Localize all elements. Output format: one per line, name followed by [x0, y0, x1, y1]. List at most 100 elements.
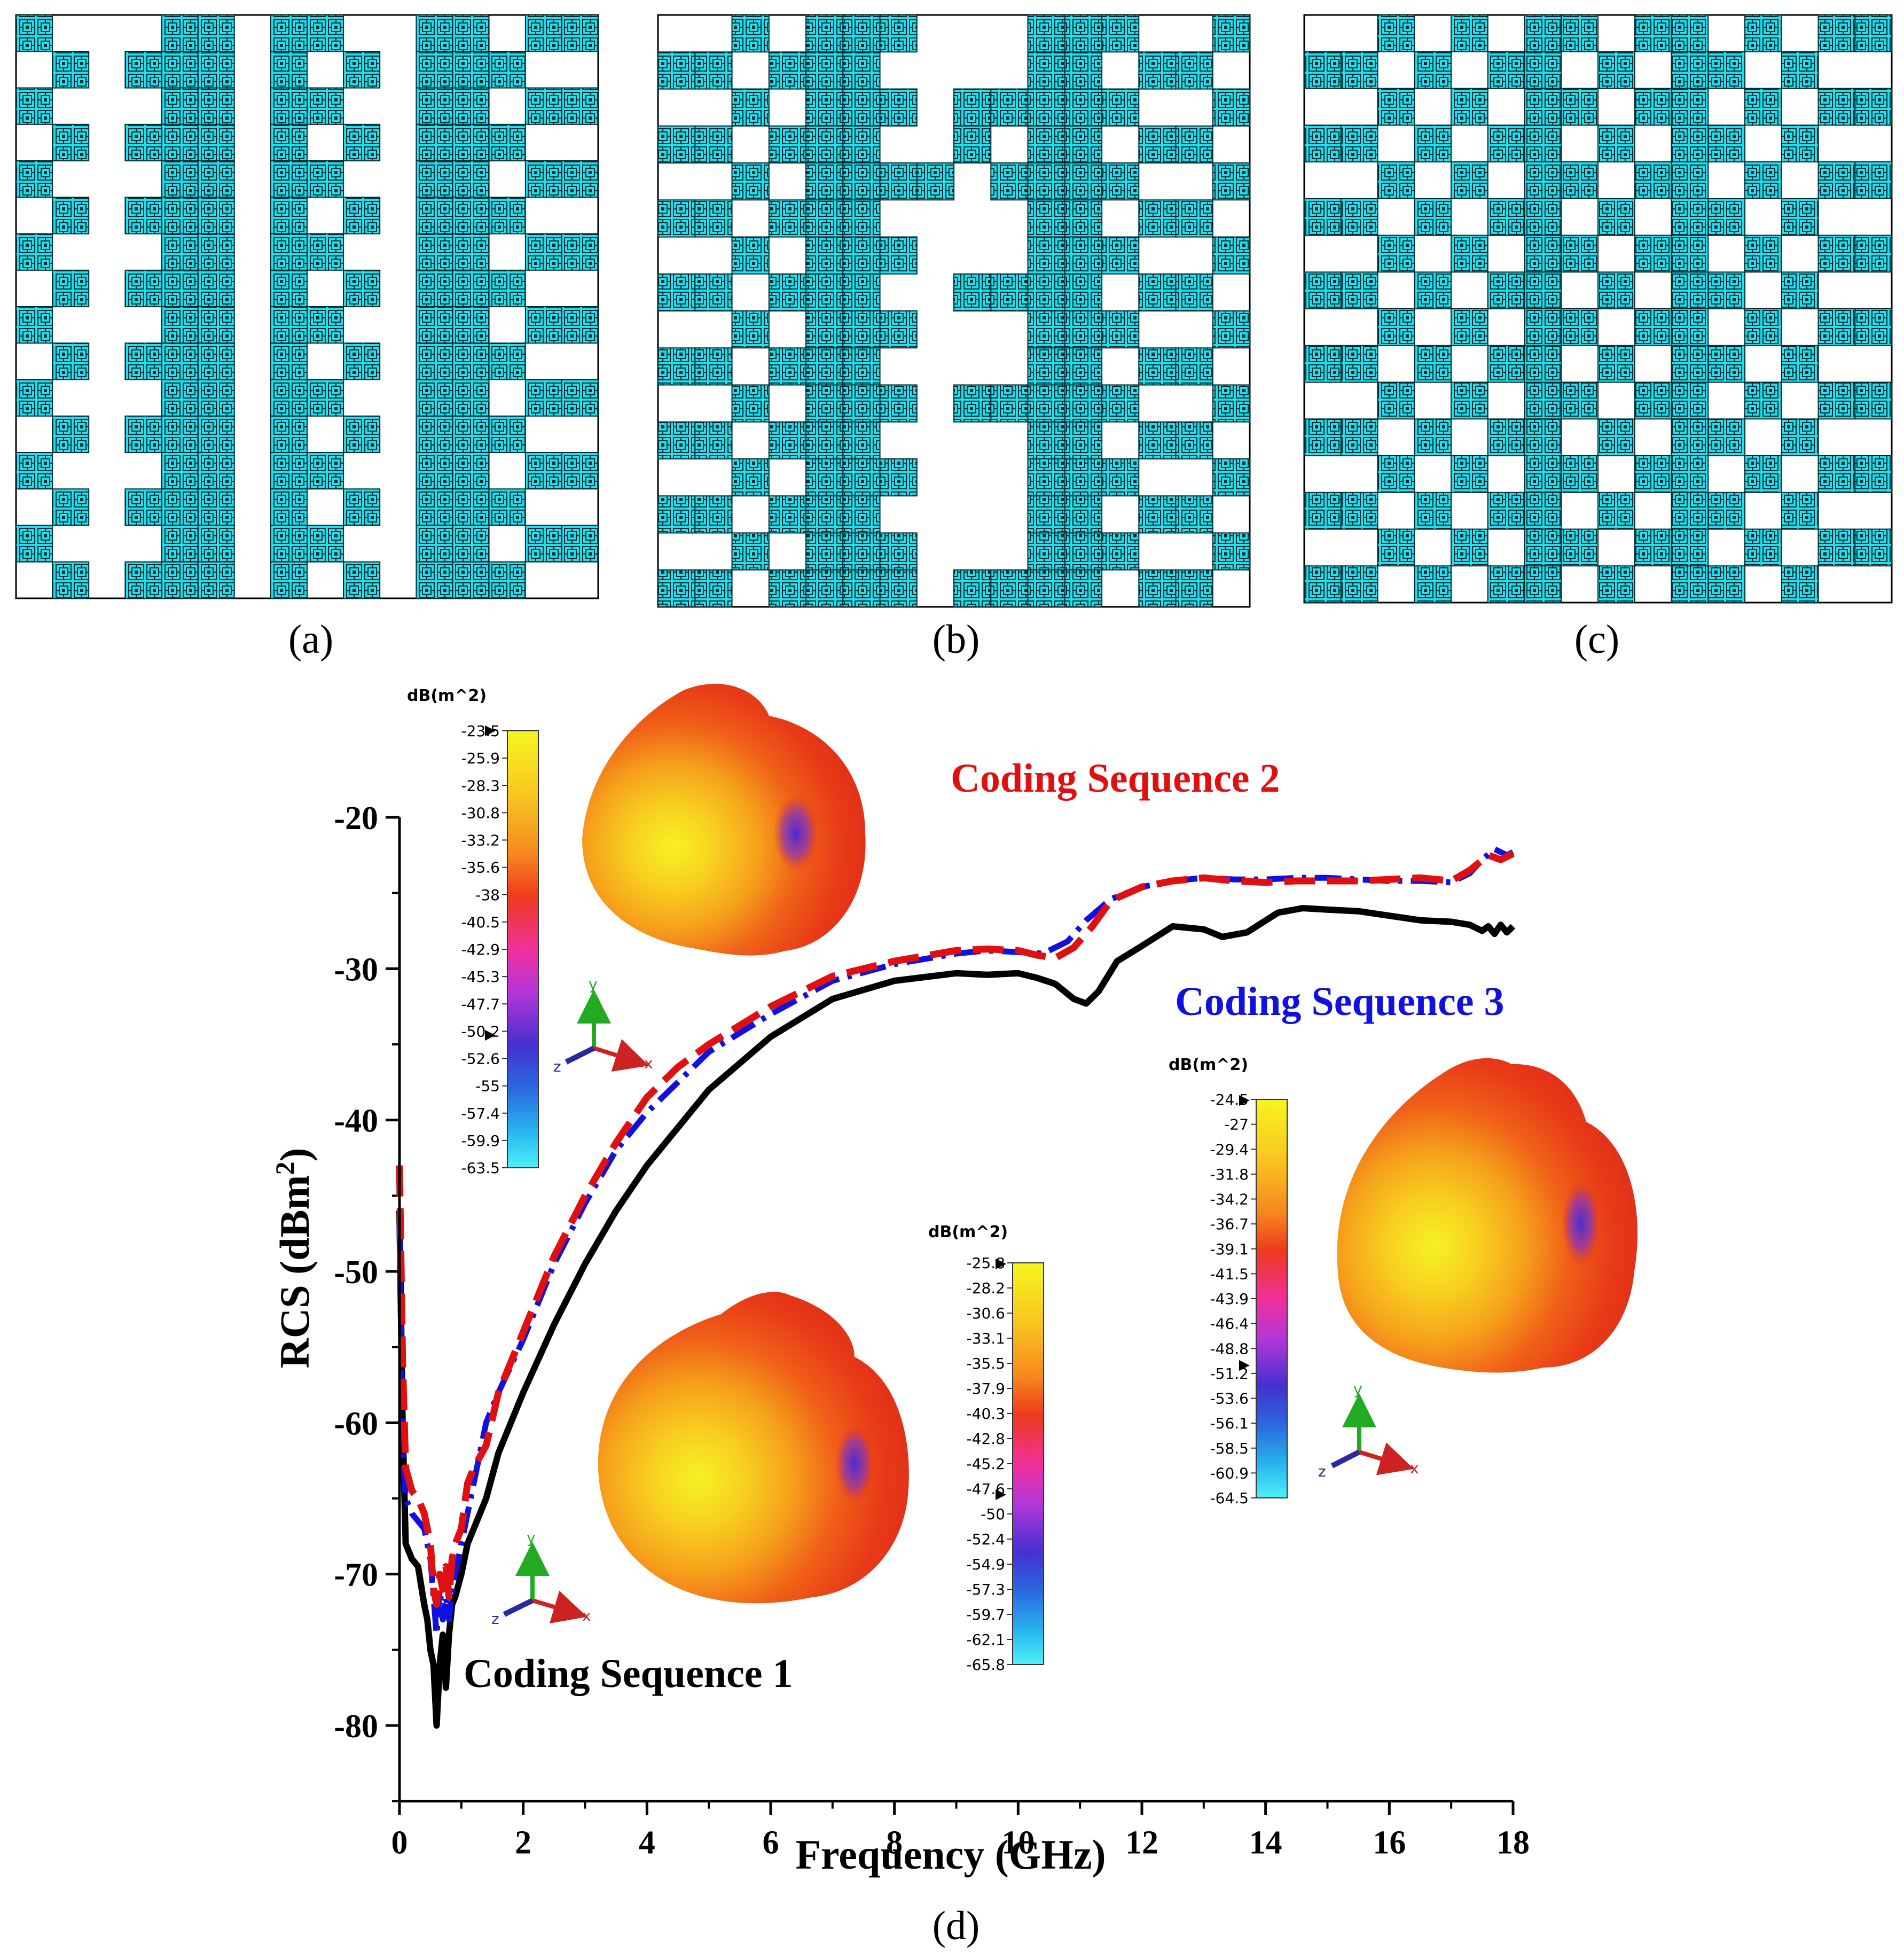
meta-cell-4-15 [561, 160, 599, 198]
colorbar-tick-label: -36.7 [1210, 1215, 1249, 1233]
meta-cell-12-7 [270, 452, 308, 490]
panel-c-metasurface [1303, 14, 1893, 604]
colorbar-tick-label: -42.9 [461, 941, 500, 958]
meta-cell-5-14 [1175, 199, 1213, 238]
meta-cell-6-5 [842, 236, 881, 275]
meta-cell-9-1 [1340, 345, 1378, 383]
meta-cell-9-8 [1597, 345, 1635, 383]
meta-cell-6-10 [1671, 235, 1709, 273]
annotation-coding-sequence-2: Coding Sequence 2 [951, 756, 1280, 801]
meta-cell-4-7 [916, 162, 955, 201]
meta-cell-11-9 [343, 415, 381, 454]
meta-cell-2-9 [1634, 88, 1672, 126]
meta-cell-9-1 [694, 347, 733, 386]
meta-cell-2-8 [953, 88, 992, 127]
meta-cell-2-7 [1561, 88, 1599, 126]
meta-cell-14-6 [879, 532, 918, 571]
meta-cell-14-5 [842, 532, 881, 571]
meta-cell-1-5 [197, 51, 235, 89]
meta-cell-6-4 [1451, 235, 1488, 273]
meta-cell-5-5 [842, 199, 881, 238]
meta-cell-10-4 [805, 384, 844, 423]
meta-cell-6-11 [1064, 236, 1103, 275]
meta-cell-2-9 [990, 88, 1029, 127]
y-tick-label: -60 [334, 1405, 378, 1442]
meta-cell-6-11 [416, 233, 453, 271]
meta-cell-13-14 [1175, 495, 1213, 534]
meta-cell-3-13 [1781, 124, 1819, 163]
meta-cell-3-8 [1597, 124, 1635, 163]
meta-cell-13-11 [1064, 495, 1103, 534]
meta-cell-3-5 [197, 123, 235, 162]
meta-cell-5-10 [1027, 199, 1065, 238]
y-axis-label: RCS (dBm2) [270, 1148, 318, 1369]
meta-cell-15-10 [1027, 569, 1065, 608]
meta-cell-9-14 [1175, 347, 1213, 386]
meta-cell-9-11 [1064, 347, 1103, 386]
meta-cell-14-8 [307, 525, 344, 563]
meta-cell-11-11 [416, 415, 453, 454]
meta-cell-15-11 [1707, 565, 1746, 604]
colorbar-tick-label: -45.2 [967, 1455, 1005, 1473]
colorbar-tick-label: -35.6 [461, 859, 500, 877]
meta-cell-7-0 [1304, 271, 1342, 310]
meta-cell-3-5 [1487, 124, 1525, 163]
triad-3-x: x [582, 1607, 591, 1625]
meta-cell-12-10 [1027, 458, 1065, 497]
meta-cell-11-1 [52, 415, 90, 454]
meta-cell-4-2 [731, 162, 770, 201]
meta-cell-11-12 [452, 415, 490, 454]
meta-cell-11-4 [805, 421, 844, 460]
meta-cell-11-5 [842, 421, 881, 460]
meta-cell-14-2 [731, 532, 770, 571]
meta-cell-15-3 [124, 561, 162, 599]
meta-cell-1-13 [1138, 51, 1177, 90]
meta-cell-3-10 [1671, 124, 1709, 163]
meta-cell-1-10 [1671, 51, 1709, 89]
meta-cell-3-1 [1340, 124, 1378, 163]
colorbar-tick-label: -28.3 [461, 777, 500, 794]
meta-cell-10-2 [731, 384, 770, 423]
meta-cell-13-5 [197, 488, 235, 526]
y-tick-label: -70 [334, 1557, 378, 1594]
meta-cell-6-9 [1634, 235, 1672, 273]
meta-cell-15-6 [879, 569, 918, 608]
meta-cell-5-3 [124, 197, 162, 235]
meta-cell-9-3 [768, 347, 807, 386]
x-tick-label: 16 [1373, 1825, 1406, 1861]
meta-cell-13-3 [768, 495, 807, 534]
colorbar-1-bar [507, 730, 539, 1168]
meta-cell-6-5 [197, 233, 235, 271]
colorbar-tick-label: -59.7 [967, 1606, 1005, 1623]
meta-cell-1-4 [805, 51, 844, 90]
meta-cell-14-15 [1212, 532, 1251, 571]
meta-cell-7-0 [657, 273, 696, 312]
meta-cell-5-11 [1707, 198, 1746, 236]
meta-cell-6-4 [805, 236, 844, 275]
meta-cell-5-5 [197, 197, 235, 235]
colorbar-tick-label: -46.4 [1210, 1315, 1249, 1333]
meta-cell-13-12 [452, 488, 490, 526]
meta-cell-14-9 [1634, 528, 1672, 567]
rcs-pattern-inset-sequence-2: dB(m^2) -23.5-25.9-28.3-30.8-33.2-35.6-3… [407, 683, 866, 1177]
colorbar-tick-label: -50 [981, 1505, 1005, 1523]
meta-cell-2-0 [15, 87, 53, 125]
triad-2-x: x [1410, 1459, 1419, 1477]
meta-cell-1-11 [1707, 51, 1746, 89]
meta-cell-2-7 [270, 87, 308, 125]
meta-cell-3-13 [488, 123, 526, 162]
meta-cell-0-6 [1524, 14, 1562, 52]
colorbar-3-unit: dB(m^2) [928, 1223, 1008, 1241]
meta-cell-6-12 [1744, 235, 1782, 273]
meta-cell-0-15 [1212, 14, 1251, 53]
meta-cell-9-12 [452, 342, 490, 380]
colorbar-tick-label: -65.8 [967, 1656, 1005, 1674]
y-tick-labels: -20 -30 -40 -50 -60 -70 -80 [334, 800, 378, 1745]
meta-cell-1-3 [1414, 51, 1452, 89]
meta-cell-4-10 [1671, 161, 1709, 199]
meta-cell-2-2 [1377, 88, 1415, 126]
meta-cell-10-6 [879, 384, 918, 423]
meta-cell-7-1 [694, 273, 733, 312]
meta-cell-5-7 [270, 197, 308, 235]
meta-cell-0-10 [1671, 14, 1709, 52]
